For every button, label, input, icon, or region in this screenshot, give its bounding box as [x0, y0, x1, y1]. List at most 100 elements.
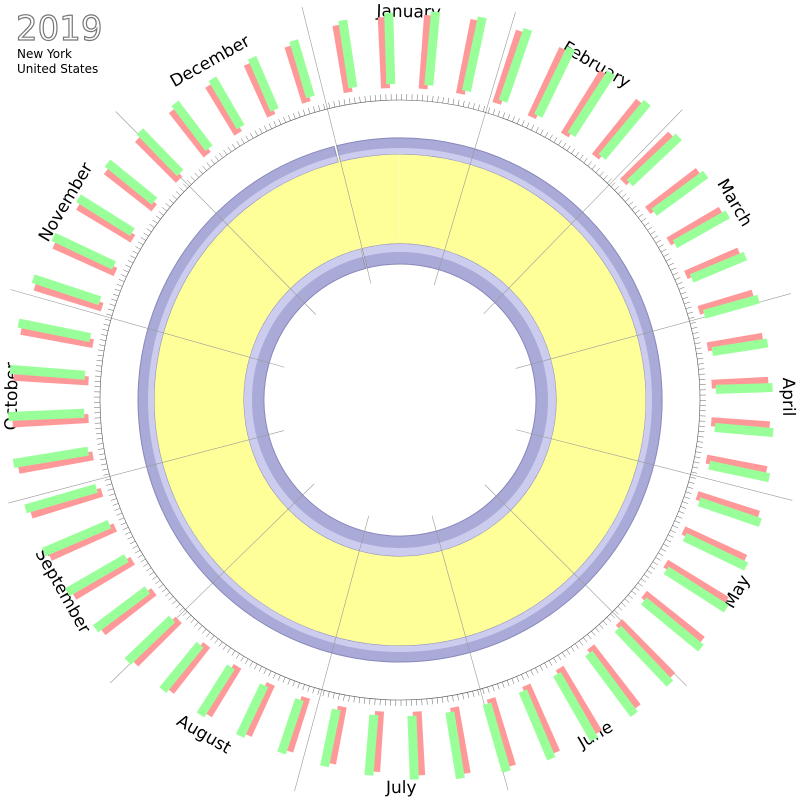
- day-tick: [540, 129, 544, 136]
- day-tick: [254, 663, 258, 670]
- day-tick: [426, 698, 428, 705]
- weekend-bar: [553, 672, 599, 742]
- day-tick: [183, 183, 188, 189]
- day-tick: [158, 584, 164, 589]
- day-tick: [327, 691, 330, 698]
- day-tick: [521, 674, 525, 680]
- day-tick: [678, 286, 685, 290]
- day-tick: [318, 105, 321, 111]
- day-tick: [322, 690, 325, 697]
- day-tick: [102, 328, 109, 331]
- day-tick: [359, 96, 361, 103]
- day-tick: [107, 488, 114, 491]
- day-tick: [140, 237, 147, 241]
- day-tick: [155, 580, 161, 585]
- day-tick: [660, 248, 667, 253]
- weekend-bar: [527, 46, 568, 120]
- day-tick: [171, 600, 177, 605]
- day-tick: [219, 152, 224, 159]
- day-tick: [437, 96, 439, 103]
- day-tick: [698, 425, 705, 427]
- month-divider: [483, 109, 683, 315]
- day-tick: [462, 100, 465, 107]
- day-tick: [587, 634, 592, 640]
- day-tick: [591, 630, 596, 636]
- day-tick: [685, 491, 692, 494]
- day-tick: [198, 625, 203, 631]
- day-tick: [129, 540, 136, 545]
- weekend-bar: [31, 274, 102, 306]
- day-tick: [175, 603, 181, 609]
- day-tick: [687, 486, 693, 489]
- weekend-bar: [663, 566, 729, 613]
- weekend-bar: [492, 29, 525, 105]
- day-tick: [278, 119, 282, 125]
- day-tick: [634, 209, 640, 214]
- day-tick: [95, 365, 102, 367]
- day-tick: [544, 662, 548, 669]
- day-tick: [101, 334, 108, 336]
- day-tick: [624, 197, 630, 202]
- day-tick: [694, 456, 701, 459]
- weekend-bar: [424, 11, 441, 86]
- weekend-bar: [560, 70, 608, 138]
- day-tick: [672, 525, 679, 529]
- day-tick: [497, 110, 501, 117]
- day-tick: [672, 272, 679, 276]
- day-tick: [369, 95, 371, 102]
- day-tick: [227, 647, 232, 653]
- day-tick: [431, 698, 433, 705]
- day-tick: [120, 274, 127, 278]
- day-tick: [258, 666, 263, 672]
- day-tick: [149, 571, 155, 576]
- day-tick: [644, 222, 650, 227]
- day-tick: [610, 182, 616, 187]
- day-tick: [427, 95, 429, 102]
- day-tick: [110, 498, 117, 501]
- day-tick: [109, 493, 116, 496]
- weekend-bar: [498, 27, 533, 103]
- weekend-bar: [131, 616, 182, 667]
- day-tick: [152, 575, 158, 580]
- weekend-bar: [320, 708, 341, 768]
- day-tick: [693, 337, 700, 339]
- day-tick: [307, 685, 310, 692]
- weekend-bar: [711, 338, 769, 356]
- day-tick: [698, 373, 705, 375]
- day-tick: [277, 675, 281, 681]
- day-tick: [96, 360, 103, 362]
- day-tick: [168, 596, 174, 601]
- day-tick: [337, 693, 340, 700]
- day-tick: [140, 558, 146, 563]
- day-tick: [250, 132, 254, 139]
- day-tick: [146, 567, 152, 572]
- day-tick: [118, 279, 125, 282]
- weekend-bar: [71, 556, 135, 600]
- day-tick: [558, 139, 562, 146]
- weekend-bar: [208, 76, 245, 130]
- day-tick: [198, 169, 203, 175]
- day-tick: [689, 476, 696, 479]
- day-tick: [472, 103, 475, 110]
- weekend-bar: [482, 702, 511, 773]
- day-tick: [690, 321, 696, 324]
- day-tick: [618, 189, 623, 195]
- day-tick: [631, 205, 637, 210]
- day-tick: [595, 627, 600, 633]
- day-tick: [122, 527, 129, 531]
- weekend-bar: [136, 128, 184, 177]
- day-tick: [628, 201, 634, 206]
- weekend-bar: [92, 586, 151, 633]
- weekend-bar: [205, 83, 242, 136]
- day-tick: [194, 622, 199, 627]
- day-tick: [104, 478, 111, 481]
- day-tick: [583, 157, 588, 164]
- day-tick: [634, 586, 640, 591]
- day-tick: [660, 548, 667, 552]
- weekend-bar: [591, 98, 644, 160]
- day-tick: [548, 660, 553, 666]
- weekend-bar: [681, 526, 748, 564]
- year: 2019: [16, 9, 103, 49]
